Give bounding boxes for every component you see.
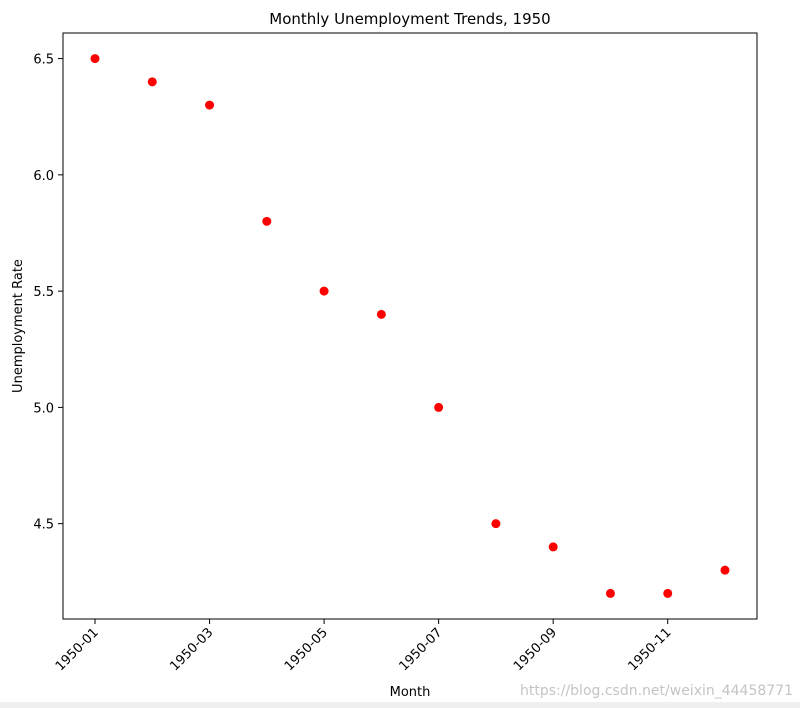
data-points	[90, 54, 730, 598]
data-point	[319, 286, 329, 296]
y-tick-label: 5.0	[33, 401, 54, 416]
bottom-strip	[0, 702, 800, 708]
y-tick-label: 6.0	[33, 169, 54, 184]
x-tick-label: 1950-09	[511, 625, 560, 674]
y-axis: 4.5 5.0 5.5 6.0 6.5	[33, 53, 63, 533]
plot-area	[62, 32, 758, 620]
chart-title: Monthly Unemployment Trends, 1950	[269, 10, 550, 28]
x-tick-label: 1950-03	[167, 625, 216, 674]
x-axis: 1950-01 1950-03 1950-05 1950-07 1950-09 1950-…	[53, 619, 675, 674]
data-point	[720, 565, 730, 575]
data-point	[262, 216, 272, 226]
data-point	[205, 100, 215, 110]
x-axis-label: Month	[390, 685, 431, 700]
x-tick-label: 1950-07	[396, 625, 445, 674]
data-point	[548, 542, 558, 552]
y-tick-label: 5.5	[33, 285, 54, 300]
data-point	[376, 309, 386, 319]
watermark: https://blog.csdn.net/weixin_44458771	[520, 683, 793, 699]
x-tick-label: 1950-11	[626, 625, 675, 674]
data-point	[663, 588, 673, 598]
x-tick-label: 1950-05	[282, 625, 331, 674]
y-tick-label: 4.5	[33, 518, 54, 533]
y-axis-label: Unemployment Rate	[11, 259, 26, 393]
data-point	[605, 588, 615, 598]
data-point	[90, 54, 100, 64]
y-tick-label: 6.5	[33, 53, 54, 68]
data-point	[434, 402, 444, 412]
x-tick-label: 1950-01	[53, 625, 102, 674]
data-point	[491, 519, 501, 529]
data-point	[147, 77, 157, 87]
